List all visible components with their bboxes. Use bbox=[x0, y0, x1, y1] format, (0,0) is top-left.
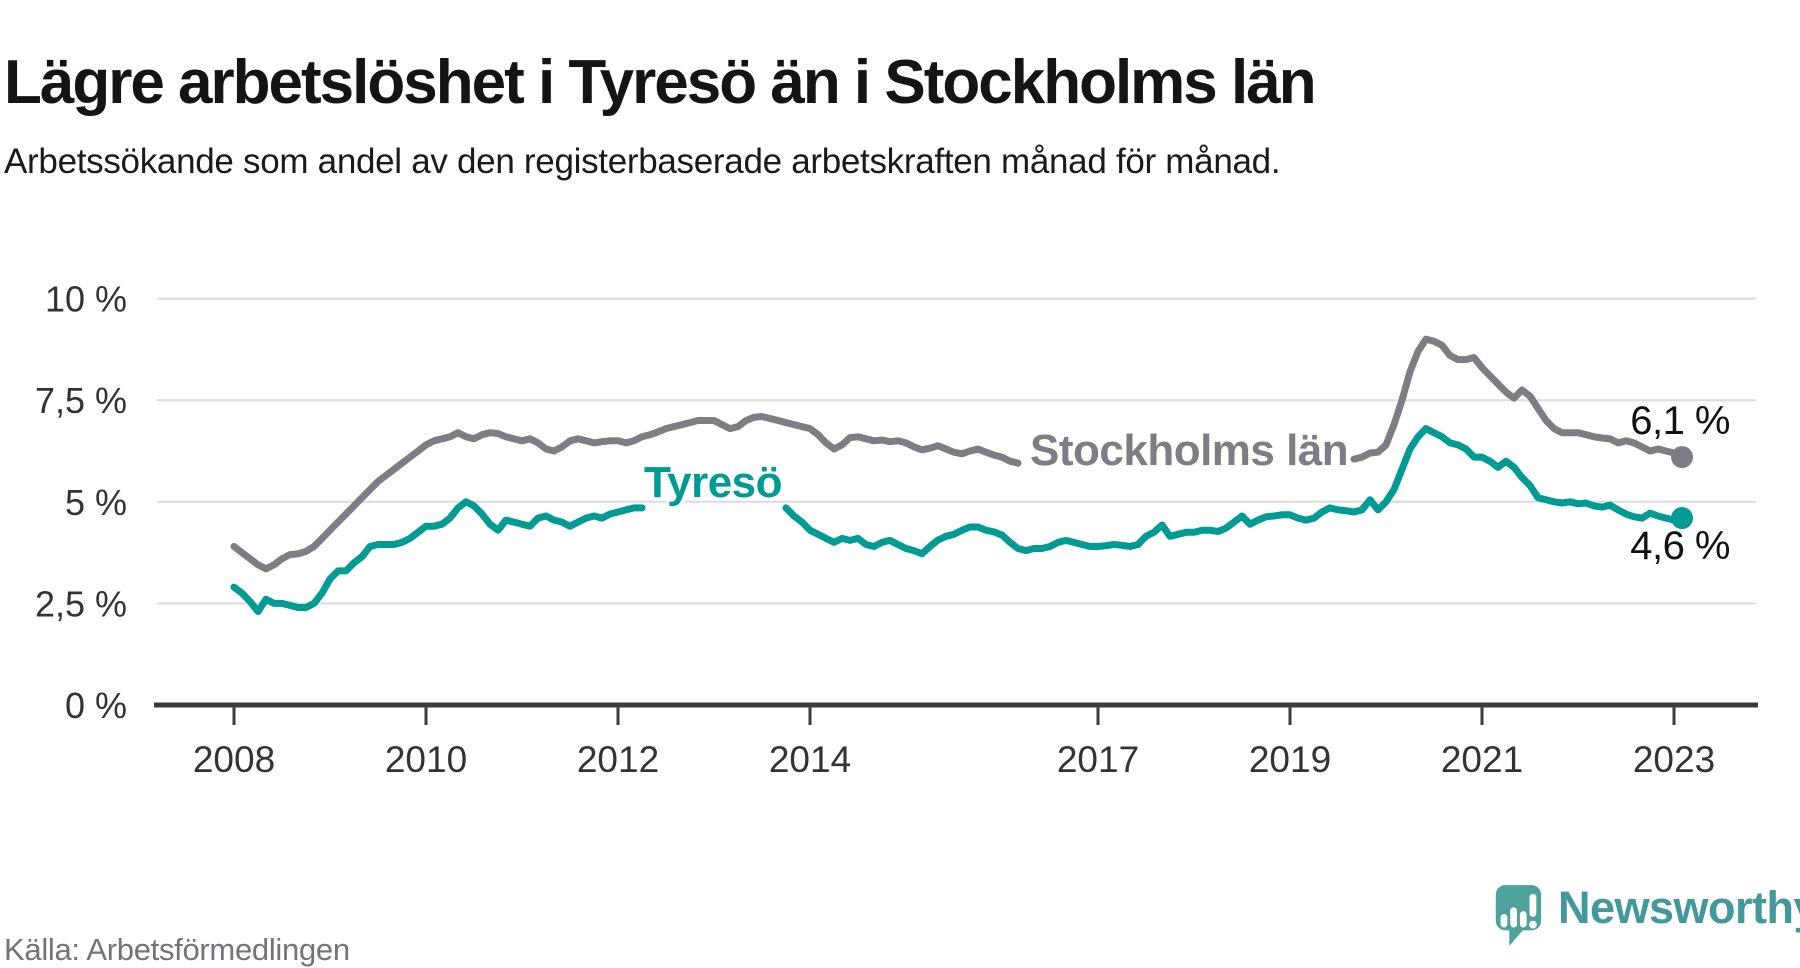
line-tyres- bbox=[782, 425, 1686, 558]
newsworthy-speech-bubble-bar-chart-icon bbox=[1495, 885, 1542, 946]
series-label-tyreso: Tyresö bbox=[644, 458, 783, 507]
end-dot-stockholms-l-n bbox=[1671, 446, 1694, 469]
end-value-label-tyreso: 4,6 % bbox=[1630, 524, 1730, 568]
gridlines bbox=[157, 297, 1756, 605]
newsworthy-branding: Newsworthy bbox=[1490, 882, 1800, 946]
y-tick-label: 10 % bbox=[45, 279, 127, 320]
end-value-label-stockholms-lan: 6,1 % bbox=[1630, 399, 1730, 443]
unemployment-line-chart: 2008 2010 2012 2014 2017 2019 2021 2023 0 % 2,5 %… bbox=[35, 279, 1758, 780]
y-tick-label: 0 % bbox=[65, 685, 127, 726]
x-tick-label: 2021 bbox=[1441, 739, 1523, 780]
x-tick-label: 2014 bbox=[769, 739, 851, 780]
page-title: Lägre arbetslöshet i Tyresö än i Stockho… bbox=[4, 47, 1317, 117]
newsworthy-wordmark: Newsworthy bbox=[1558, 882, 1800, 933]
series-label-stockholms-lan: Stockholms län bbox=[1030, 426, 1349, 475]
axis-tick-labels: 2008 2010 2012 2014 2017 2019 2021 2023 0 % 2,5 %… bbox=[35, 279, 1715, 780]
x-tick-label: 2023 bbox=[1633, 739, 1715, 780]
line-tyres- bbox=[230, 498, 646, 615]
line-stockholms-l-n bbox=[1350, 335, 1686, 463]
y-tick-label: 2,5 % bbox=[35, 583, 127, 624]
source-note: Källa: Arbetsförmedlingen bbox=[4, 932, 350, 967]
end-dot-tyres- bbox=[1671, 507, 1693, 530]
x-tick-label: 2017 bbox=[1057, 739, 1139, 780]
x-axis bbox=[154, 702, 1758, 725]
y-tick-label: 7,5 % bbox=[35, 380, 127, 421]
x-tick-label: 2019 bbox=[1249, 739, 1331, 780]
x-tick-label: 2012 bbox=[577, 739, 659, 780]
y-tick-label: 5 % bbox=[65, 482, 127, 523]
x-tick-label: 2010 bbox=[385, 739, 467, 780]
line-stockholms-l-n bbox=[230, 413, 1022, 573]
chart-subtitle: Arbetssökande som andel av den registerb… bbox=[4, 142, 1281, 181]
x-tick-label: 2008 bbox=[193, 739, 275, 780]
data-series bbox=[230, 335, 1694, 615]
